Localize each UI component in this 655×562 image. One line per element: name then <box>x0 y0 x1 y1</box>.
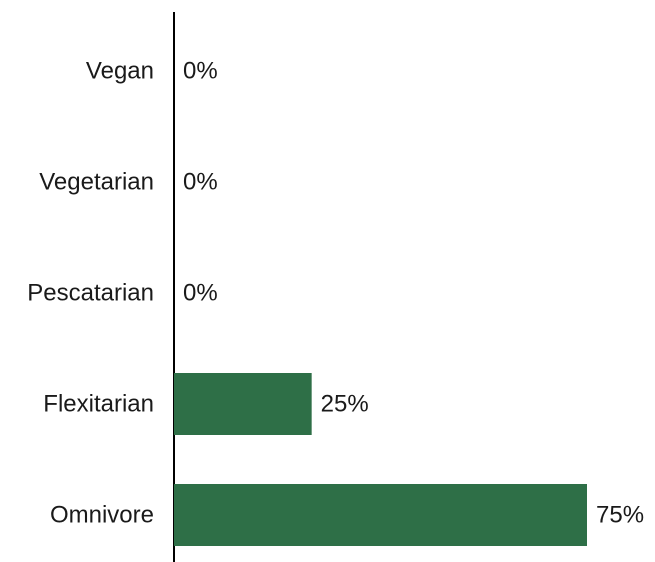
category-labels: Vegan Vegetarian Pescatarian Flexitarian Omn… <box>27 58 154 529</box>
value-label-pescatarian: 0% <box>183 280 218 307</box>
value-label-vegetarian: 0% <box>183 169 218 196</box>
bar-omnivore <box>174 484 587 546</box>
value-label-omnivore: 75% <box>596 502 644 529</box>
bars-group <box>174 373 587 546</box>
category-label-omnivore: Omnivore <box>50 502 154 529</box>
value-label-vegan: 0% <box>183 58 218 85</box>
value-labels: 0% 0% 0% 25% 75% <box>183 58 644 529</box>
value-label-flexitarian: 25% <box>321 391 369 418</box>
category-label-pescatarian: Pescatarian <box>27 280 154 307</box>
category-label-vegan: Vegan <box>86 58 154 85</box>
bar-flexitarian <box>174 373 312 435</box>
category-label-vegetarian: Vegetarian <box>39 169 154 196</box>
category-label-flexitarian: Flexitarian <box>43 391 154 418</box>
